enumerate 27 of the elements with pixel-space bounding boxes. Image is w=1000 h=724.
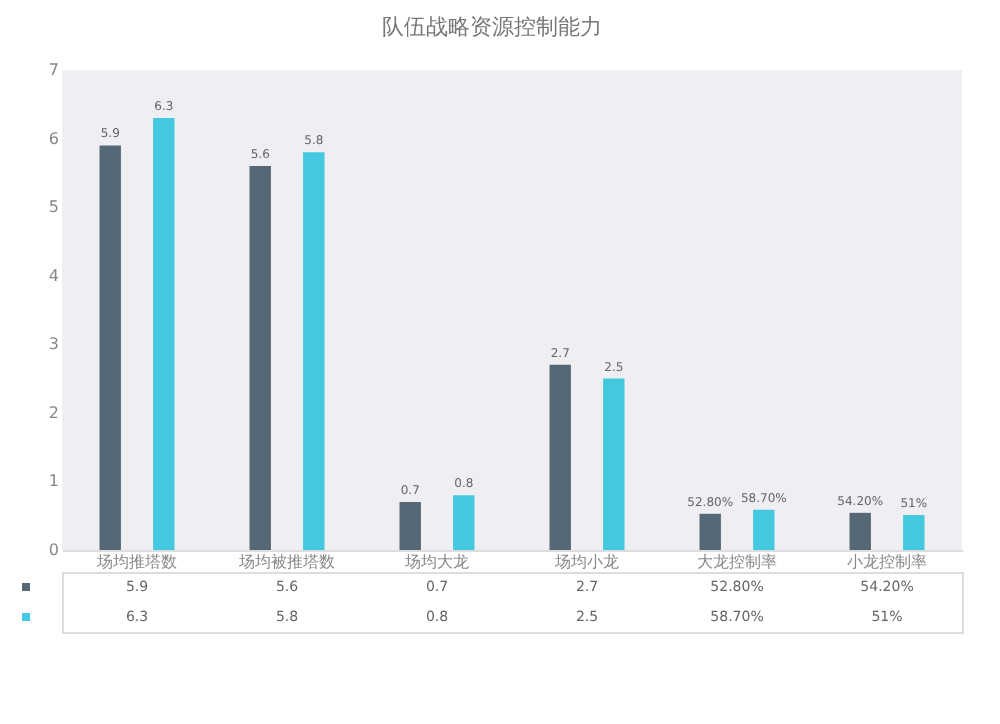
bar — [699, 513, 721, 550]
bar — [453, 495, 475, 550]
y-tick-label: 0 — [48, 541, 59, 559]
bar — [303, 152, 325, 550]
x-tick-label: 小龙控制率 — [847, 553, 927, 571]
x-tick-label: 场均被推塔数 — [237, 553, 335, 571]
y-tick-label: 1 — [48, 472, 59, 491]
bar — [753, 509, 775, 550]
y-tick-label: 4 — [48, 266, 59, 285]
x-tick-label: 场均小龙 — [553, 553, 619, 571]
x-tick-label: 大龙控制率 — [697, 553, 777, 571]
y-tick-label: 7 — [48, 61, 59, 79]
bar — [549, 364, 571, 550]
bar — [603, 378, 625, 550]
y-tick-label: 5 — [48, 198, 59, 217]
x-tick-label: 场均推塔数 — [95, 553, 177, 571]
x-tick-label: 场均大龙 — [403, 553, 469, 571]
chart-title: 队伍战略资源控制能力 — [382, 14, 602, 40]
y-tick-label: 3 — [48, 335, 59, 354]
y-tick-label: 2 — [48, 403, 59, 422]
bar — [399, 502, 421, 550]
bar — [99, 145, 121, 550]
bar — [249, 166, 271, 550]
bar — [849, 512, 871, 550]
bar — [153, 118, 175, 550]
bar — [903, 515, 925, 550]
y-tick-label: 6 — [48, 129, 59, 148]
